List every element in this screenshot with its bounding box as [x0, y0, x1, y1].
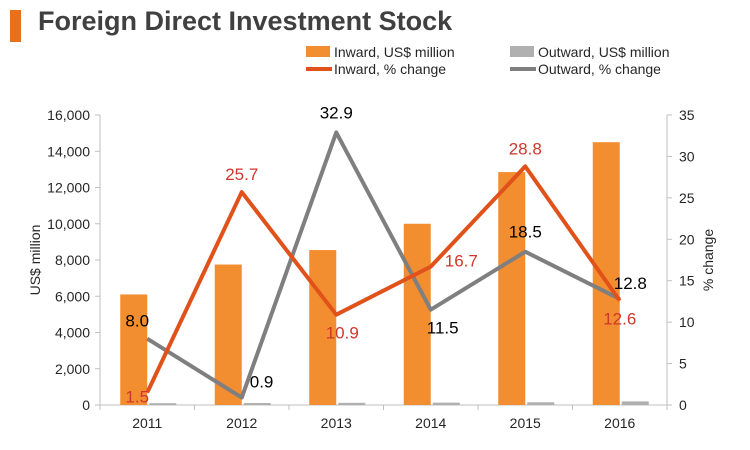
outward-change-label-2012: 0.9 [250, 373, 274, 392]
y-tick-right-label: 30 [679, 148, 695, 164]
inward-change-label-2012: 25.7 [225, 165, 258, 184]
chart-bars [120, 142, 649, 405]
inward-bar-2011 [120, 294, 148, 405]
y-tick-left-label: 10,000 [47, 216, 90, 232]
inward-change-label-2015: 28.8 [509, 139, 542, 158]
x-tick-label: 2012 [226, 415, 257, 431]
y-tick-left-label: 8,000 [55, 252, 90, 268]
y-tick-left-label: 4,000 [55, 325, 90, 341]
legend: Inward, US$ million Outward, US$ million I… [306, 44, 670, 77]
outward-change-label-2016: 12.8 [614, 274, 647, 293]
outward-bar-2014 [432, 402, 460, 405]
legend-label-3: Outward, % change [538, 61, 661, 77]
x-tick-label: 2013 [321, 415, 352, 431]
title-accent-bar [10, 10, 21, 42]
inward-change-line [145, 164, 622, 394]
outward-bar-2011 [149, 403, 177, 405]
outward-bar-2012 [243, 403, 271, 405]
inward-bar-2016 [592, 142, 620, 405]
inward-change-label-2011: 1.5 [125, 388, 149, 407]
y-axis-left-title: US$ million [27, 225, 43, 296]
legend-label-2: Inward, % change [334, 61, 446, 77]
legend-label-1: Outward, US$ million [538, 44, 670, 60]
y-axis-right-title: % change [700, 229, 716, 291]
y-tick-right-label: 35 [679, 107, 695, 123]
x-tick-label: 2015 [510, 415, 541, 431]
x-tick-label: 2014 [415, 415, 446, 431]
y-tick-left-label: 12,000 [47, 180, 90, 196]
y-tick-right-label: 0 [679, 397, 687, 413]
y-tick-left-label: 2,000 [55, 361, 90, 377]
x-tick-label: 2016 [604, 415, 635, 431]
inward-bar-2014 [403, 223, 431, 405]
inward-bar-2013 [309, 250, 337, 405]
outward-bar-2016 [621, 401, 649, 405]
inward-bar-2015 [498, 172, 526, 405]
x-tick-label: 2011 [132, 415, 162, 431]
y-tick-left-label: 16,000 [47, 107, 90, 123]
chart-lines [145, 130, 622, 400]
y-tick-left-label: 0 [82, 397, 90, 413]
outward-change-label-2013: 32.9 [320, 103, 353, 122]
legend-label-0: Inward, US$ million [334, 44, 455, 60]
y-tick-left-label: 14,000 [47, 143, 90, 159]
y-tick-right-label: 25 [679, 190, 695, 206]
chart-data-labels: 8.0 0.9 32.9 11.5 18.5 12.8 1.5 25.7 10.9 16.7 28.… [125, 103, 646, 406]
legend-swatch-1 [510, 46, 534, 57]
chart-axes: 0 2,000 4,000 6,000 8,000 10,000 12,000 14,000 1… [27, 107, 716, 431]
outward-change-line [146, 130, 621, 400]
outward-bar-2015 [527, 402, 555, 405]
inward-change-label-2013: 10.9 [326, 324, 359, 343]
legend-swatch-0 [306, 46, 330, 57]
y-tick-right-label: 15 [679, 273, 695, 289]
outward-change-label-2011: 8.0 [125, 312, 149, 331]
y-tick-left-label: 6,000 [55, 288, 90, 304]
inward-change-label-2014: 16.7 [445, 252, 478, 271]
page-title: Foreign Direct Investment Stock [38, 6, 453, 36]
outward-change-label-2014: 11.5 [427, 319, 459, 338]
y-tick-right-label: 5 [679, 356, 687, 372]
y-tick-right-label: 10 [679, 314, 695, 330]
outward-change-label-2015: 18.5 [509, 223, 542, 242]
inward-change-label-2016: 12.6 [603, 310, 636, 329]
outward-bar-2013 [338, 402, 366, 405]
y-tick-right-label: 20 [679, 231, 695, 247]
